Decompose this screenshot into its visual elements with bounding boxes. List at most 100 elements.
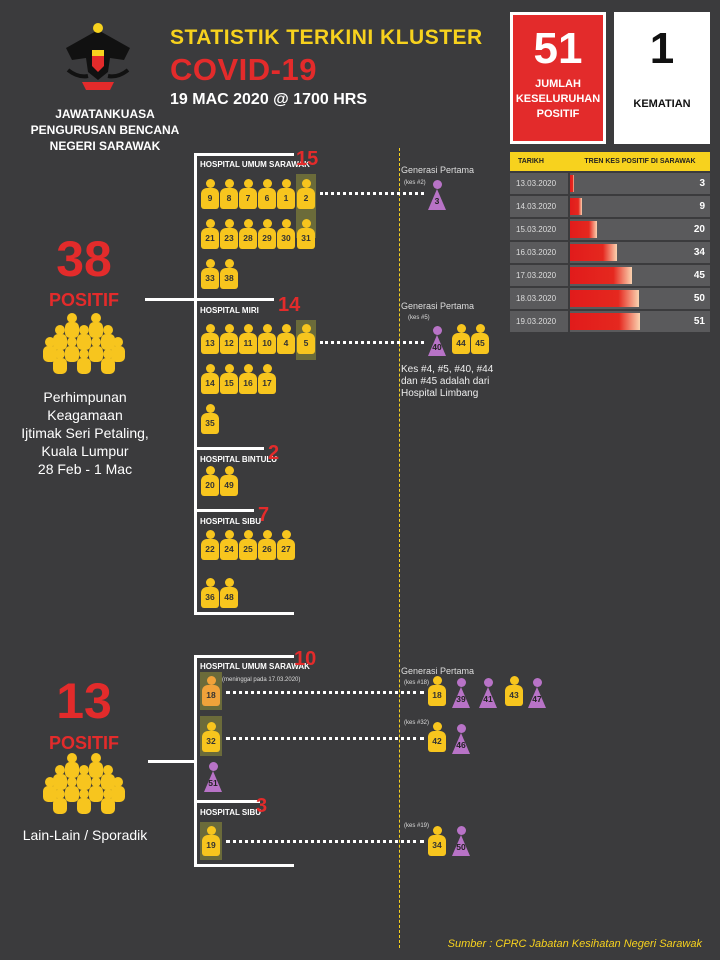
case-figure: 40 (428, 326, 446, 356)
person-icon (263, 179, 272, 188)
person-icon (433, 180, 442, 189)
person-icon (510, 676, 519, 685)
case-figure: 11 (239, 324, 257, 354)
hospital-count: 2 (268, 442, 280, 464)
connector-line (194, 153, 197, 615)
case-figure: 2 (297, 179, 315, 209)
cluster2-label: POSITIF (48, 733, 119, 753)
note-line-3: Hospital Limbang (401, 388, 479, 399)
case-figure: 1 (277, 179, 295, 209)
person-icon (533, 678, 542, 687)
cluster1-desc-1: Perhimpunan (43, 389, 127, 405)
case-figure: 12 (220, 324, 238, 354)
case-figure: 15 (220, 364, 238, 394)
case-number: 25 (239, 539, 257, 560)
trend-value: 3 (699, 178, 705, 189)
person-icon (282, 219, 291, 228)
person-icon (209, 762, 218, 771)
dotted-connector (320, 341, 424, 344)
connector-line (194, 864, 294, 867)
dotted-connector (320, 192, 424, 195)
person-icon (206, 324, 215, 333)
connector-line (148, 760, 197, 763)
case-number: 45 (471, 333, 489, 354)
case-number: 11 (239, 333, 257, 354)
cluster1-label: POSITIF (48, 290, 119, 310)
trend-date: 16.03.2020 (510, 242, 568, 263)
case-number: 2 (297, 188, 315, 209)
case-figure: 39 (452, 678, 470, 708)
note-line-1: Kes #4, #5, #40, #44 (401, 364, 494, 375)
case-figure: 26 (258, 530, 276, 560)
case-figure: 18 (202, 676, 220, 706)
cluster1-desc-4: Kuala Lumpur (41, 443, 129, 459)
agency-line-1: JAWATANKUASA (55, 107, 155, 121)
case-figure: 17 (258, 364, 276, 394)
case-figure: 50 (452, 826, 470, 856)
trend-row: 15.03.2020 20 (510, 219, 710, 240)
case-number: 5 (297, 333, 315, 354)
source-credit: Sumber : CPRC Jabatan Kesihatan Negeri S… (447, 938, 702, 950)
cluster2-count: 13 (56, 673, 112, 729)
trend-value: 34 (693, 247, 705, 258)
case-number: 50 (452, 835, 470, 856)
person-icon (302, 324, 311, 333)
person-icon (206, 259, 215, 268)
case-figure: 9 (201, 179, 219, 209)
case-figure: 6 (258, 179, 276, 209)
cluster1-desc-3: Ijtimak Seri Petaling, (21, 425, 149, 441)
case-number: 28 (239, 228, 257, 249)
case-number: 48 (220, 587, 238, 608)
report-date: 19 MAC 2020 @ 1700 HRS (170, 91, 368, 108)
case-number: 34 (428, 835, 446, 856)
cluster1-desc-5: 28 Feb - 1 Mac (37, 461, 133, 477)
case-figure: 14 (201, 364, 219, 394)
cluster1-count: 38 (56, 231, 112, 287)
person-icon (207, 826, 216, 835)
person-icon (457, 826, 466, 835)
dotted-connector (226, 737, 424, 740)
agency-name: JAWATANKUASA PENGURUSAN BENCANA NEGERI S… (30, 106, 180, 154)
case-number: 13 (201, 333, 219, 354)
crowd-icon (43, 313, 125, 374)
trend-bar (570, 290, 639, 307)
connector-line (194, 655, 294, 658)
trend-value: 9 (699, 201, 705, 212)
case-number: 36 (201, 587, 219, 608)
trend-bar-track: 20 (570, 219, 710, 240)
person-icon (206, 466, 215, 475)
trend-row: 17.03.2020 45 (510, 265, 710, 286)
trend-date: 13.03.2020 (510, 173, 568, 194)
case-figure: 25 (239, 530, 257, 560)
case-figure: 51 (204, 762, 222, 792)
total-positive-box: 51 JUMLAH KESELURUHAN POSITIF (510, 12, 606, 144)
crowd-icon (43, 753, 125, 814)
case-figure: 45 (471, 324, 489, 354)
case-number: 26 (258, 539, 276, 560)
dotted-connector (226, 840, 424, 843)
case-figure: 19 (202, 826, 220, 856)
person-icon (244, 364, 253, 373)
case-number: 42 (428, 731, 446, 752)
total-positive-count: 51 (533, 24, 583, 73)
limbang-note: Kes #4, #5, #40, #44 dan #45 adalah dari… (401, 364, 493, 400)
person-icon (206, 364, 215, 373)
divider-line (399, 148, 400, 948)
case-number: 51 (204, 771, 222, 792)
case-number: 23 (220, 228, 238, 249)
cluster2-description: Lain-Lain / Sporadik (22, 827, 148, 843)
person-icon (282, 179, 291, 188)
person-icon (433, 722, 442, 731)
case-figure: 18 (428, 676, 446, 706)
case-number: 19 (202, 835, 220, 856)
trend-col-trend: TREN KES POSITIF DI SARAWAK (584, 158, 696, 165)
case-number: 31 (297, 228, 315, 249)
case-number: 15 (220, 373, 238, 394)
cluster1-description: Perhimpunan Keagamaan Ijtimak Seri Petal… (10, 388, 160, 478)
trend-date: 17.03.2020 (510, 265, 568, 286)
trend-value: 20 (693, 224, 705, 235)
hospital-count: 10 (294, 648, 317, 670)
source-case-label: (kes #18) (404, 680, 430, 686)
sarawak-crest-logo (66, 23, 130, 90)
trend-col-date: TARIKH (518, 158, 544, 165)
